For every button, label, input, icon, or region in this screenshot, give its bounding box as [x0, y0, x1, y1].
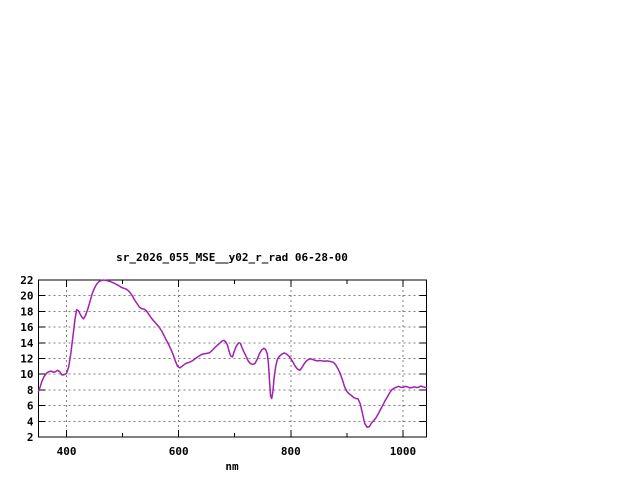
y-tick-label: 10	[20, 368, 33, 381]
x-tick-label: 600	[169, 445, 189, 458]
plot-border	[38, 279, 427, 438]
series-line	[37, 279, 428, 428]
y-tick-label: 18	[20, 305, 33, 318]
y-tick-label: 12	[20, 353, 33, 366]
x-tick-label: 800	[281, 445, 301, 458]
x-axis-label: nm	[225, 460, 239, 473]
y-tick-label: 22	[20, 274, 33, 287]
y-tick-label: 20	[20, 290, 33, 303]
y-tick-label: 6	[27, 400, 34, 413]
x-tick-label: 1000	[390, 445, 417, 458]
chart-layers: 2 4 6 8 10 12 14 16 18 20 22 400 600 800 1000	[20, 274, 428, 458]
y-tick-label: 8	[27, 384, 34, 397]
y-tick-label: 14	[20, 337, 34, 350]
y-tick-label: 2	[27, 431, 34, 444]
x-tick-label: 400	[57, 445, 77, 458]
y-tick-label: 4	[27, 415, 34, 428]
chart-title: sr_2026_055_MSE__y02_r_rad 06-28-00	[116, 251, 348, 264]
y-tick-label: 16	[20, 321, 34, 334]
